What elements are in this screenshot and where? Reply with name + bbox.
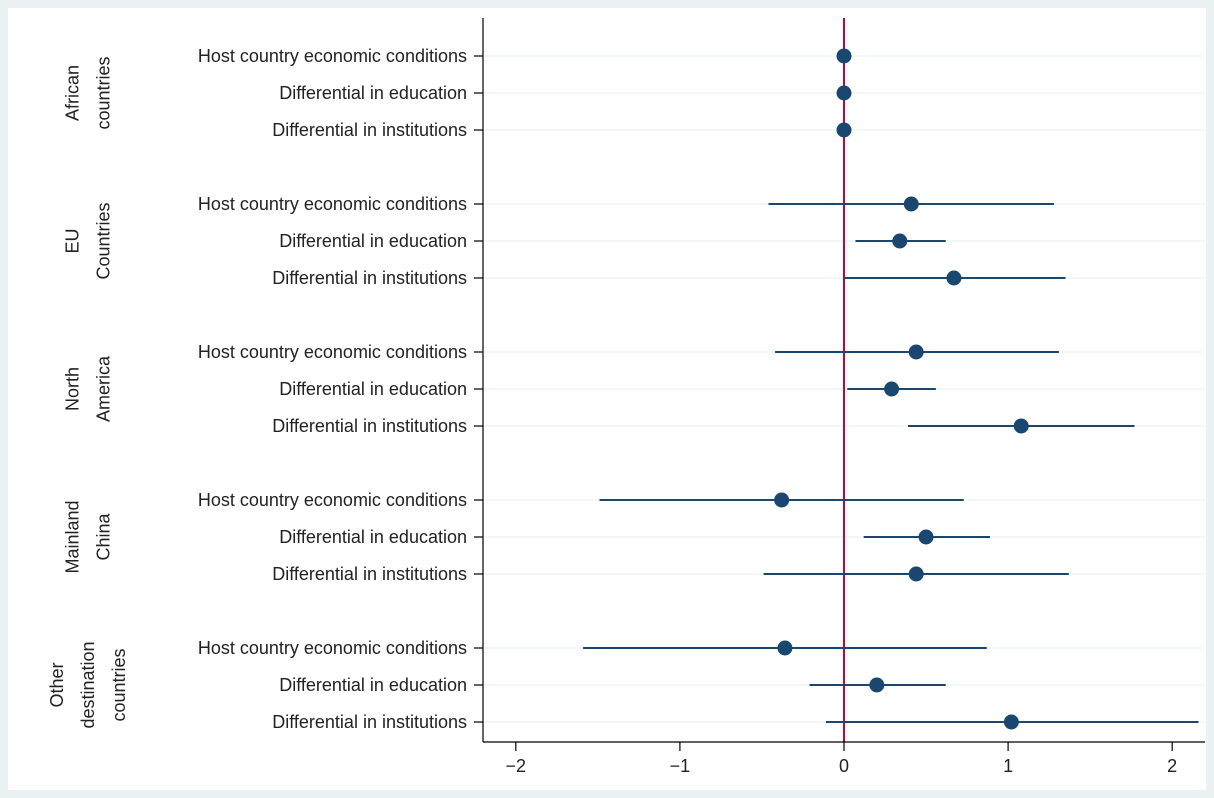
estimate-point xyxy=(946,270,962,286)
group-label: China xyxy=(94,512,114,560)
estimate-point xyxy=(918,529,934,545)
group-label: countries xyxy=(94,56,114,129)
row-label: Differential in institutions xyxy=(272,268,467,288)
estimate-point xyxy=(892,233,908,249)
row-label: Host country economic conditions xyxy=(198,342,467,362)
estimate-point xyxy=(908,344,924,360)
estimate-point xyxy=(1003,714,1019,730)
row-label: Differential in education xyxy=(279,231,467,251)
group-label: North xyxy=(63,367,83,411)
estimate-point xyxy=(836,85,852,101)
group-label: EU xyxy=(63,228,83,253)
row-label: Differential in institutions xyxy=(272,416,467,436)
estimate-point xyxy=(908,566,924,582)
axis-layer xyxy=(474,18,1205,751)
outer-panel xyxy=(8,8,1206,790)
x-tick-label: 1 xyxy=(1003,756,1013,776)
group-label: Mainland xyxy=(63,500,83,573)
group-label: African xyxy=(63,65,83,121)
estimate-point xyxy=(836,122,852,138)
estimate-point xyxy=(1013,418,1029,434)
x-tick-label: 0 xyxy=(839,756,849,776)
row-label: Differential in institutions xyxy=(272,564,467,584)
estimate-point xyxy=(774,492,790,508)
row-label: Differential in education xyxy=(279,83,467,103)
group-label: Other xyxy=(47,662,67,707)
label-layer: −2 −1 0 1 2 Host country economic conditions D… xyxy=(47,46,1177,776)
row-label: Differential in education xyxy=(279,527,467,547)
x-tick-label: 2 xyxy=(1167,756,1177,776)
row-label: Differential in institutions xyxy=(272,712,467,732)
group-label: America xyxy=(94,355,114,422)
row-label: Differential in education xyxy=(279,379,467,399)
row-label: Host country economic conditions xyxy=(198,194,467,214)
group-label: countries xyxy=(109,648,129,721)
row-label: Host country economic conditions xyxy=(198,490,467,510)
x-tick-label: −2 xyxy=(506,756,527,776)
estimate-point xyxy=(836,48,852,64)
x-tick-label: −1 xyxy=(670,756,691,776)
estimate-point xyxy=(903,196,919,212)
group-label: Countries xyxy=(94,202,114,279)
group-label: destination xyxy=(78,641,98,728)
estimate-point xyxy=(777,640,793,656)
row-label: Differential in education xyxy=(279,675,467,695)
estimate-point-layer xyxy=(774,48,1029,730)
row-label: Host country economic conditions xyxy=(198,46,467,66)
row-label: Host country economic conditions xyxy=(198,638,467,658)
estimate-point xyxy=(869,677,885,693)
row-label: Differential in institutions xyxy=(272,120,467,140)
estimate-point xyxy=(884,381,900,397)
